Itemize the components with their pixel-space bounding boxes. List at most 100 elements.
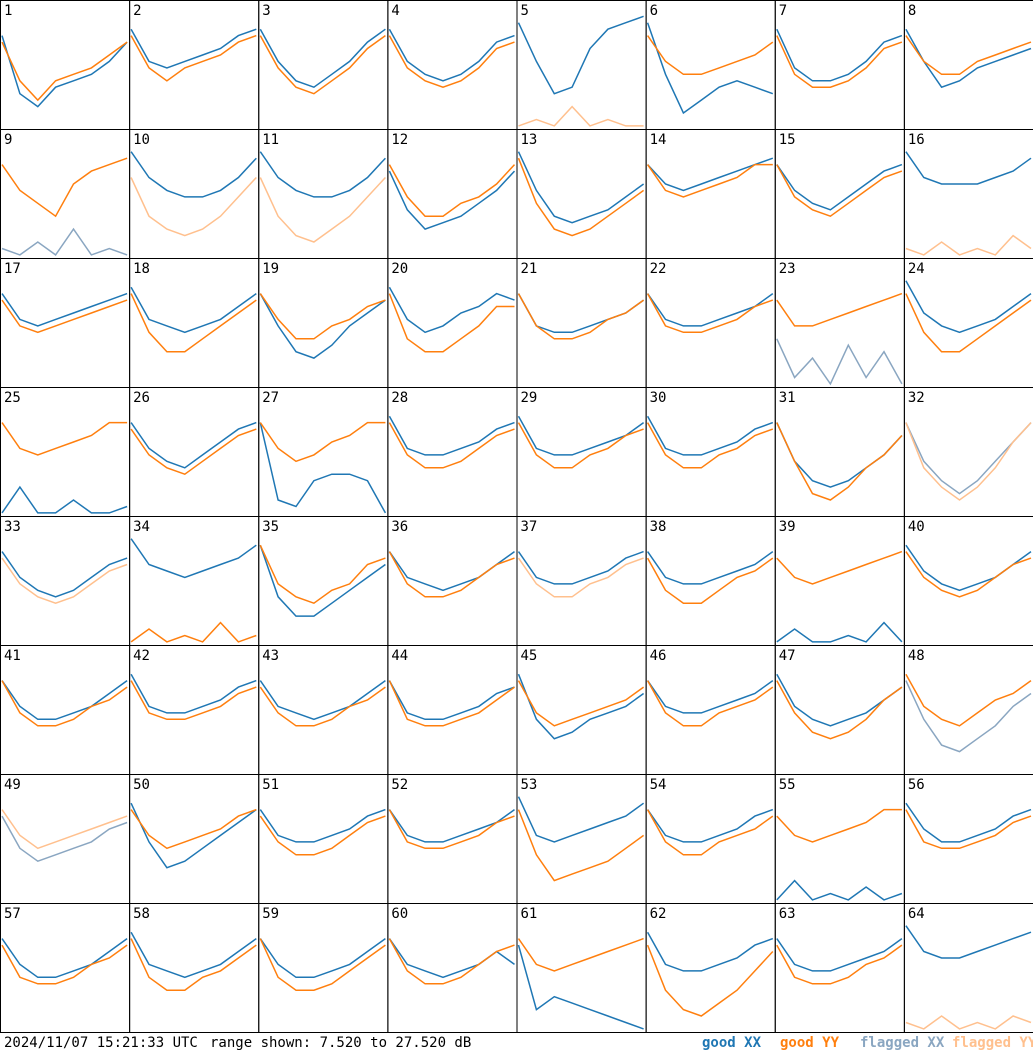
xx-line — [905, 544, 1032, 592]
yy-line — [646, 809, 774, 856]
xx-line — [905, 802, 1032, 843]
panel-frame — [0, 516, 131, 646]
panel-frame — [903, 516, 1033, 646]
panel-frame — [387, 645, 518, 775]
panel-frame — [516, 258, 647, 388]
xx-line — [1, 227, 128, 256]
yy-line — [646, 557, 774, 604]
panel-frame — [0, 645, 131, 775]
panel-label: 26 — [133, 390, 150, 406]
yy-line — [388, 164, 516, 217]
panel-frame — [387, 129, 518, 259]
yy-line — [1, 421, 128, 456]
panel-label: 59 — [262, 906, 279, 922]
xx-line — [1, 551, 128, 598]
yy-line — [130, 938, 257, 991]
yy-line — [905, 1015, 1032, 1030]
panel-frame — [774, 0, 905, 130]
xx-line — [517, 151, 645, 224]
yy-line — [130, 428, 257, 476]
xx-line — [259, 422, 387, 514]
yy-line — [517, 937, 644, 972]
yy-line — [388, 809, 515, 850]
yy-line — [1, 41, 128, 102]
xx-line — [259, 28, 386, 89]
legend-entry: flagged YY — [952, 1035, 1033, 1051]
panel-frame — [258, 645, 389, 775]
xx-line — [388, 286, 515, 334]
xx-line — [130, 421, 257, 469]
yy-line — [517, 422, 644, 469]
xx-line — [388, 415, 515, 456]
panel-label: 63 — [779, 906, 796, 922]
xx-line — [905, 680, 1032, 753]
panel-label: 31 — [779, 390, 796, 406]
yy-line — [776, 292, 903, 327]
panel-label: 5 — [521, 3, 529, 19]
panel-label: 49 — [4, 777, 21, 793]
panel-frame — [258, 129, 389, 259]
xx-line — [905, 151, 1032, 185]
xx-line — [517, 796, 645, 843]
panel-frame — [258, 258, 389, 388]
xx-line — [905, 925, 1032, 959]
panel-label: 30 — [650, 390, 667, 406]
yy-line — [130, 34, 257, 82]
yy-line — [646, 680, 774, 727]
yy-line — [517, 293, 645, 340]
xx-line — [517, 673, 645, 740]
panel-frame — [516, 774, 647, 904]
panel-label: 52 — [391, 777, 408, 793]
panel-label: 44 — [391, 648, 408, 664]
xx-line — [130, 802, 257, 869]
panel-label: 34 — [133, 519, 150, 535]
panel-label: 22 — [650, 261, 667, 277]
panel-frame — [258, 903, 389, 1033]
panel-frame — [903, 387, 1033, 517]
panel-frame — [903, 0, 1033, 130]
xx-line — [130, 931, 257, 979]
panel-frame — [774, 645, 905, 775]
panel-frame — [903, 129, 1033, 259]
xx-line — [776, 937, 903, 972]
panel-label: 11 — [262, 132, 279, 148]
xx-line — [1, 937, 128, 979]
yy-line — [388, 680, 515, 727]
xx-line — [646, 808, 774, 843]
panel-frame — [129, 258, 260, 388]
panel-label: 61 — [521, 906, 538, 922]
panel-frame — [774, 129, 905, 259]
panel-label: 2 — [133, 3, 141, 19]
panel-label: 9 — [4, 132, 12, 148]
xx-line — [388, 28, 515, 82]
panel-label: 21 — [521, 261, 538, 277]
panel-frame — [774, 774, 905, 904]
panel-frame — [774, 516, 905, 646]
xx-line — [259, 937, 386, 979]
yy-line — [259, 293, 386, 340]
panel-frame — [387, 258, 518, 388]
panel-label: 8 — [908, 3, 916, 19]
panel-label: 7 — [779, 3, 787, 19]
xx-line — [130, 28, 257, 69]
yy-line — [646, 163, 773, 198]
panel-frame — [0, 903, 131, 1033]
yy-line — [130, 808, 257, 850]
panel-frame — [774, 258, 905, 388]
panel-frame — [0, 0, 131, 130]
panel-frame — [129, 516, 260, 646]
xx-line — [388, 170, 516, 230]
yy-line — [646, 422, 774, 469]
xx-line — [259, 544, 386, 617]
panel-label: 27 — [262, 390, 279, 406]
panel-frame — [903, 258, 1033, 388]
xx-line — [776, 621, 903, 643]
yy-line — [517, 680, 645, 727]
xx-line — [646, 550, 774, 585]
xx-line — [388, 808, 515, 843]
panel-label: 41 — [4, 648, 21, 664]
xx-line — [130, 151, 257, 198]
xx-line — [646, 679, 774, 714]
panel-label: 38 — [650, 519, 667, 535]
panel-label: 10 — [133, 132, 150, 148]
